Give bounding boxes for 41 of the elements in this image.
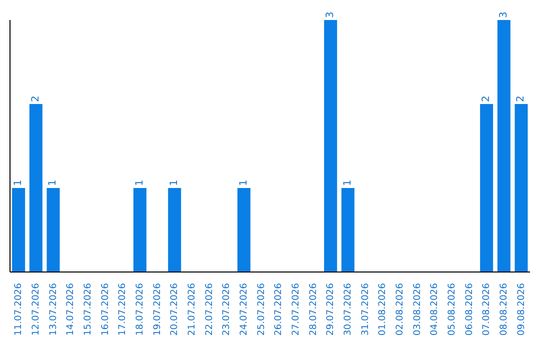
x-tick-label: 16.07.2026 bbox=[100, 282, 111, 336]
x-tick-label: 19.07.2026 bbox=[152, 282, 163, 336]
data-label: 2 bbox=[481, 96, 492, 102]
data-label: 3 bbox=[325, 12, 336, 18]
x-tick-label: 27.07.2026 bbox=[290, 282, 302, 336]
x-tick-label: 29.07.2026 bbox=[325, 282, 336, 336]
x-tick-label: 12.07.2026 bbox=[30, 282, 42, 336]
x-tick-label: 07.08.2026 bbox=[481, 282, 492, 336]
x-tick-label: 15.07.2026 bbox=[82, 282, 94, 336]
x-tick-label: 22.07.2026 bbox=[204, 282, 215, 336]
x-tick-label: 30.07.2026 bbox=[342, 282, 354, 336]
x-tick-label: 17.07.2026 bbox=[117, 282, 128, 336]
data-label: 1 bbox=[48, 180, 59, 186]
x-tick-label: 28.07.2026 bbox=[308, 282, 319, 336]
x-tick-label: 23.07.2026 bbox=[221, 282, 232, 336]
x-tick-label: 13.07.2026 bbox=[48, 282, 59, 336]
data-label: 1 bbox=[169, 180, 180, 186]
x-tick-label: 06.08.2026 bbox=[464, 282, 475, 336]
x-tick-label: 02.08.2026 bbox=[394, 282, 406, 336]
x-tick-label: 21.07.2026 bbox=[186, 282, 198, 336]
data-label: 1 bbox=[342, 180, 354, 186]
x-tick-label: 09.08.2026 bbox=[516, 282, 527, 336]
data-label: 2 bbox=[516, 96, 527, 102]
x-tick-label: 31.07.2026 bbox=[360, 282, 371, 336]
x-tick-label: 14.07.2026 bbox=[65, 282, 76, 336]
x-tick-label: 20.07.2026 bbox=[169, 282, 180, 336]
data-label: 2 bbox=[30, 96, 42, 102]
x-tick-label: 05.08.2026 bbox=[446, 282, 458, 336]
x-tick-label: 11.07.2026 bbox=[13, 282, 24, 336]
x-tick-label: 04.08.2026 bbox=[429, 282, 440, 336]
data-label: 1 bbox=[238, 180, 250, 186]
x-tick-label: 26.07.2026 bbox=[273, 282, 284, 336]
data-label: 1 bbox=[134, 180, 146, 186]
x-tick-label: 24.07.2026 bbox=[238, 282, 250, 336]
x-tick-label: 03.08.2026 bbox=[412, 282, 423, 336]
x-tick-label: 18.07.2026 bbox=[134, 282, 146, 336]
data-label: 3 bbox=[498, 12, 510, 18]
x-tick-label: 01.08.2026 bbox=[377, 282, 388, 336]
x-tick-label: 08.08.2026 bbox=[498, 282, 510, 336]
x-tick-label: 25.07.2026 bbox=[256, 282, 267, 336]
data-label: 1 bbox=[13, 180, 24, 186]
